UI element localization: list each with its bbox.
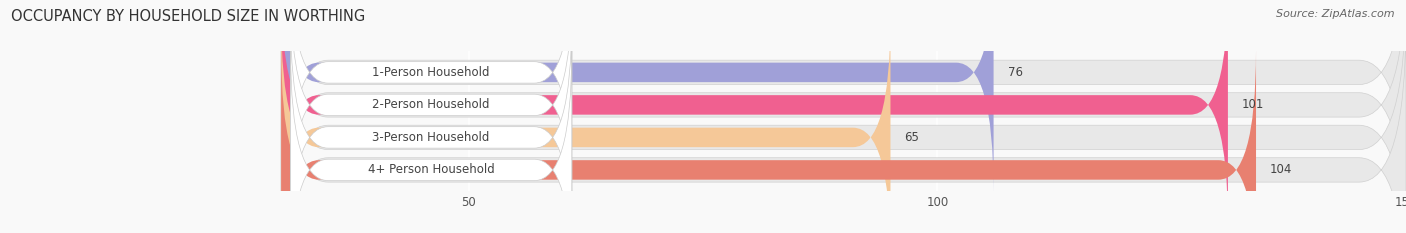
Text: 1-Person Household: 1-Person Household <box>373 66 489 79</box>
Text: Source: ZipAtlas.com: Source: ZipAtlas.com <box>1277 9 1395 19</box>
FancyBboxPatch shape <box>291 51 572 233</box>
FancyBboxPatch shape <box>291 0 572 192</box>
FancyBboxPatch shape <box>281 0 994 193</box>
FancyBboxPatch shape <box>281 0 1406 233</box>
Text: OCCUPANCY BY HOUSEHOLD SIZE IN WORTHING: OCCUPANCY BY HOUSEHOLD SIZE IN WORTHING <box>11 9 366 24</box>
FancyBboxPatch shape <box>291 0 572 224</box>
Text: 4+ Person Household: 4+ Person Household <box>368 163 495 176</box>
Text: 76: 76 <box>1008 66 1022 79</box>
Text: 3-Person Household: 3-Person Household <box>373 131 489 144</box>
FancyBboxPatch shape <box>281 50 1256 233</box>
Text: 101: 101 <box>1241 98 1264 111</box>
FancyBboxPatch shape <box>281 0 1227 225</box>
FancyBboxPatch shape <box>281 20 1406 233</box>
FancyBboxPatch shape <box>281 17 890 233</box>
FancyBboxPatch shape <box>281 0 1406 223</box>
Text: 65: 65 <box>904 131 920 144</box>
Text: 104: 104 <box>1270 163 1292 176</box>
FancyBboxPatch shape <box>291 18 572 233</box>
FancyBboxPatch shape <box>281 0 1406 233</box>
Text: 2-Person Household: 2-Person Household <box>373 98 489 111</box>
